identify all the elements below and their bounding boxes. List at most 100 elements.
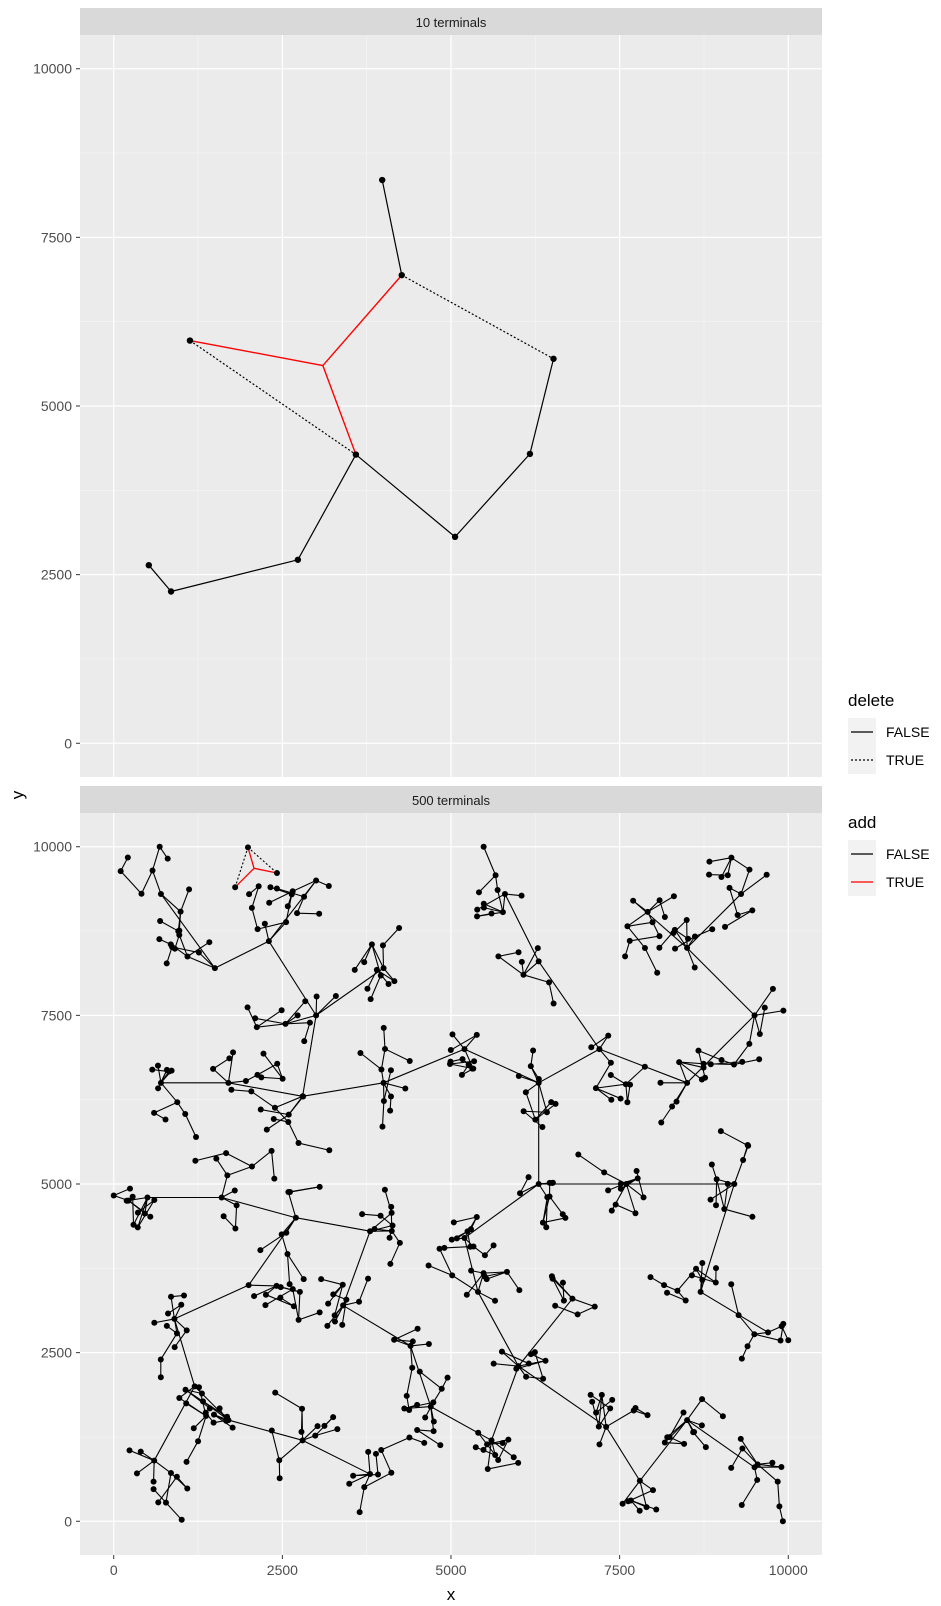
- terminal-point: [474, 1288, 481, 1295]
- terminal-point: [283, 919, 290, 926]
- edge: [266, 1114, 290, 1131]
- edge: [360, 1052, 382, 1070]
- terminal-point: [388, 1203, 395, 1210]
- y-tick-label: 2500: [41, 567, 72, 583]
- terminal-point: [210, 1419, 217, 1426]
- terminal-point: [262, 1302, 269, 1309]
- terminal-point: [738, 1501, 745, 1508]
- terminal-point: [774, 1478, 781, 1485]
- y-tick-label: 2500: [41, 1345, 72, 1361]
- terminal-point: [702, 1444, 709, 1451]
- terminal-point: [641, 944, 648, 951]
- terminal-point: [403, 1392, 410, 1399]
- terminal-point: [313, 877, 320, 884]
- edge: [295, 1217, 371, 1232]
- terminal-point: [499, 909, 506, 916]
- terminal-point: [245, 1282, 252, 1289]
- terminal-point: [284, 903, 291, 910]
- terminal-point: [244, 844, 251, 851]
- edge: [303, 1022, 311, 1042]
- terminal-point: [162, 1499, 169, 1506]
- terminal-point: [624, 923, 631, 930]
- terminal-point: [352, 451, 360, 458]
- edge: [289, 1186, 320, 1193]
- terminal-point: [316, 910, 323, 917]
- edge: [184, 1113, 197, 1138]
- edge: [268, 880, 317, 942]
- terminal-point: [164, 855, 171, 862]
- terminal-point: [296, 1288, 303, 1295]
- edge: [615, 1204, 636, 1214]
- terminal-point: [749, 1213, 756, 1220]
- edge: [590, 1394, 611, 1409]
- edge: [274, 1392, 303, 1410]
- terminal-point: [292, 1214, 299, 1221]
- terminal-point: [559, 1211, 566, 1218]
- terminal-point: [318, 1276, 325, 1283]
- legend-add-label-true: TRUE: [886, 874, 924, 890]
- terminal-point: [515, 1072, 522, 1079]
- terminal-point: [656, 933, 663, 940]
- terminal-point: [654, 969, 661, 976]
- terminal-point: [510, 1454, 517, 1461]
- terminal-point: [492, 1297, 499, 1304]
- y-tick-label: 0: [64, 735, 72, 751]
- terminal-point: [738, 890, 745, 897]
- terminal-point: [451, 533, 459, 541]
- terminal-point: [739, 1058, 746, 1065]
- terminal-point: [206, 939, 213, 946]
- terminal-point: [552, 1302, 559, 1309]
- edge: [225, 1152, 253, 1167]
- terminal-point: [684, 944, 691, 951]
- edge: [380, 1449, 392, 1474]
- terminal-point: [693, 1265, 700, 1272]
- edge: [549, 1196, 564, 1215]
- x-tick-label: 7500: [604, 1562, 635, 1578]
- edge: [625, 1084, 628, 1103]
- edge: [463, 1237, 479, 1293]
- terminal-point: [680, 1409, 687, 1416]
- edge: [257, 1063, 278, 1076]
- terminal-point: [765, 1329, 772, 1336]
- terminal-point: [751, 1331, 758, 1338]
- edge: [148, 564, 172, 592]
- terminal-point: [368, 941, 375, 948]
- terminal-point: [481, 1252, 488, 1259]
- terminal-point: [183, 1327, 190, 1334]
- edge: [777, 1481, 780, 1507]
- terminal-point: [430, 1428, 437, 1435]
- terminal-point: [515, 949, 522, 956]
- edge: [548, 982, 555, 1004]
- terminal-point: [674, 1287, 681, 1294]
- terminal-point: [699, 1396, 706, 1403]
- edge: [353, 1473, 379, 1477]
- edge: [153, 1460, 172, 1474]
- terminal-point: [407, 1342, 414, 1349]
- edge: [341, 1299, 347, 1325]
- terminal-point: [331, 1312, 338, 1319]
- terminal-point: [365, 1275, 372, 1282]
- terminal-point: [473, 1214, 480, 1221]
- terminal-point: [271, 1104, 278, 1111]
- terminal-point: [779, 1518, 786, 1525]
- terminal-point: [598, 1391, 605, 1398]
- terminal-point: [472, 1444, 479, 1451]
- terminal-point: [178, 1301, 185, 1308]
- edge: [382, 927, 400, 946]
- terminal-point: [282, 1020, 289, 1027]
- terminal-point: [706, 871, 713, 878]
- added-edge: [189, 339, 323, 367]
- terminal-point: [448, 1236, 455, 1243]
- edge: [519, 1176, 530, 1194]
- terminal-point: [157, 1374, 164, 1381]
- terminal-point: [780, 1007, 787, 1014]
- terminal-point: [700, 1064, 707, 1071]
- edge: [302, 1015, 317, 1097]
- added-edge: [322, 365, 357, 455]
- terminal-point: [780, 1320, 787, 1327]
- edge: [257, 921, 287, 930]
- terminal-point: [173, 1473, 180, 1480]
- terminal-point: [414, 1426, 421, 1433]
- terminal-point: [643, 1504, 650, 1511]
- edge: [733, 1058, 760, 1066]
